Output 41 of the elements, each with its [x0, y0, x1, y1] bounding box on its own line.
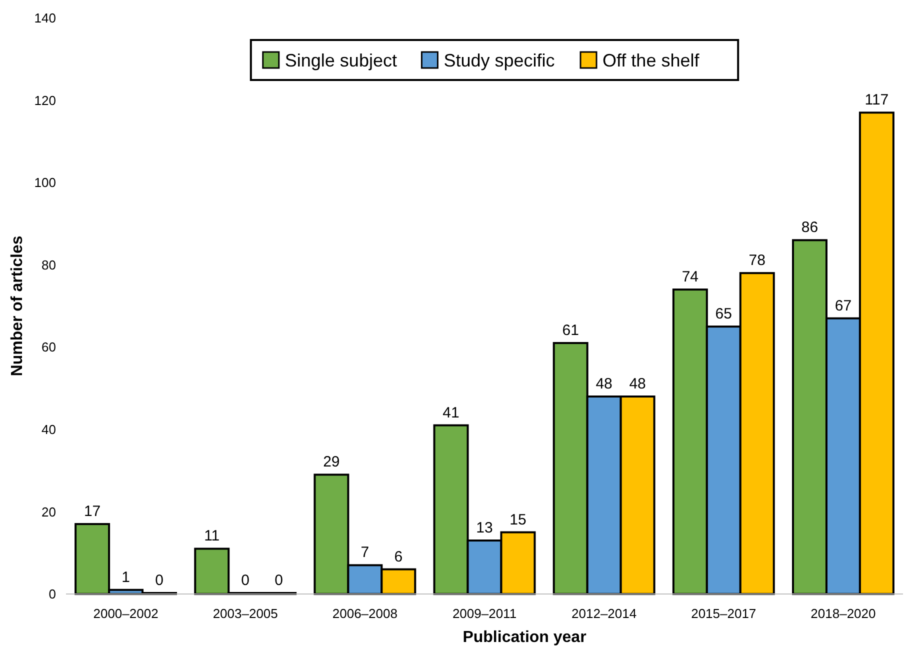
data-label: 15: [510, 511, 526, 528]
data-label: 17: [84, 503, 101, 520]
legend-label: Off the shelf: [602, 50, 700, 70]
data-label: 65: [715, 306, 732, 323]
data-label: 11: [204, 528, 220, 545]
legend-label: Single subject: [284, 50, 397, 70]
data-label: 41: [442, 404, 460, 422]
data-label: 29: [323, 454, 340, 471]
data-label: 13: [476, 520, 493, 537]
data-label: 78: [748, 252, 766, 270]
x-tick-label: 2018–2020: [810, 606, 876, 621]
x-tick-label: 2003–2005: [212, 606, 278, 621]
y-tick-label: 100: [34, 175, 56, 190]
data-label: 0: [274, 572, 284, 589]
y-tick-label: 20: [42, 504, 56, 520]
data-label: 86: [801, 219, 818, 236]
data-label: 74: [682, 268, 699, 286]
data-label: 6: [394, 548, 403, 566]
data-label: 1: [122, 568, 130, 586]
y-tick-label: 140: [34, 10, 56, 26]
y-tick-label: 0: [48, 586, 56, 602]
x-tick-label: 2009–2011: [452, 606, 517, 621]
y-tick-label: 60: [42, 340, 56, 355]
data-label: 0: [155, 572, 164, 589]
data-label: 61: [562, 322, 579, 340]
data-label: 67: [834, 297, 852, 314]
y-axis-title: Number of articles: [9, 236, 26, 376]
data-label: 48: [596, 376, 612, 393]
data-label: 48: [629, 376, 646, 393]
x-tick-label: 2012–2014: [572, 606, 637, 621]
y-tick-label: 40: [42, 422, 56, 437]
data-label: 0: [241, 572, 250, 589]
data-label: 117: [864, 92, 889, 109]
x-axis-title: Publication year: [462, 629, 586, 646]
x-tick-label: 2015–2017: [691, 606, 756, 621]
legend-label: Study specific: [444, 50, 555, 70]
y-tick-label: 120: [34, 92, 56, 108]
data-label: 7: [360, 544, 370, 562]
x-tick-label: 2006–2008: [332, 606, 398, 621]
y-tick-label: 80: [42, 257, 56, 272]
x-tick-label: 2000–2002: [93, 606, 158, 621]
